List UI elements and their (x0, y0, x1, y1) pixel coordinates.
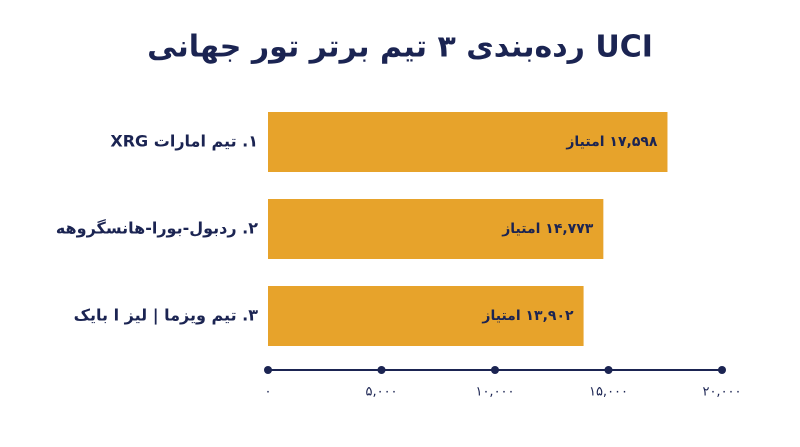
x-tick-label: ۵,۰۰۰ (365, 385, 397, 400)
category-label: ۳. تیم ویزما | لیز ا بایک (74, 306, 259, 326)
category-label: ۱. تیم امارات XRG (110, 132, 258, 151)
bar (268, 199, 604, 259)
tick-mark (491, 366, 499, 374)
tick-mark (264, 366, 272, 374)
x-tick-label: ۱۵,۰۰۰ (589, 385, 628, 400)
x-tick-label: ۰ (265, 385, 272, 400)
tick-mark (604, 366, 613, 374)
x-tick-label: ۱۰,۰۰۰ (475, 385, 514, 400)
category-label: ۲. ردبول-بورا-هانسگروهه (56, 219, 258, 238)
value-label: ۱۷,۵۹۸ امتیاز (565, 134, 658, 150)
value-label: ۱۴,۷۷۳ امتیاز (501, 221, 594, 237)
bar (268, 286, 584, 346)
chart-title: رده‌بندی ۳ تیم برتر تور جهانی UCI (147, 30, 653, 65)
x-tick-label: ۲۰,۰۰۰ (702, 385, 741, 400)
tick-mark (718, 366, 726, 374)
tick-mark (377, 366, 386, 374)
bar (268, 112, 668, 172)
value-label: ۱۳,۹۰۲ امتیاز (481, 308, 574, 324)
